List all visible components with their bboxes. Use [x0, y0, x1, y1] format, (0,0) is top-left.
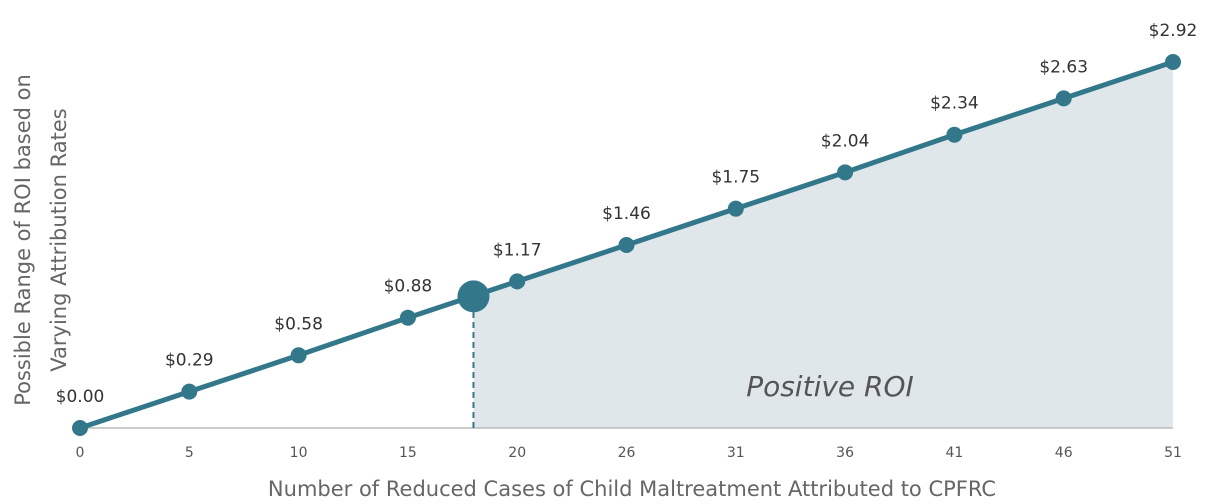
positive-area	[473, 62, 1174, 428]
data-label: $2.63	[1039, 57, 1088, 77]
y-axis-title-line: Possible Range of ROI based on	[11, 74, 35, 406]
point	[1165, 54, 1181, 71]
point	[1055, 90, 1072, 107]
point	[399, 309, 416, 326]
point	[509, 273, 526, 290]
data-label: $0.88	[384, 277, 433, 297]
x-tick-label: 36	[836, 445, 854, 461]
point	[290, 347, 307, 364]
data-label: $1.75	[711, 168, 760, 188]
x-tick-label: 15	[399, 445, 417, 461]
x-tick-label: 10	[290, 445, 308, 461]
data-label: $1.46	[602, 204, 651, 224]
data-label: $2.34	[930, 94, 979, 114]
point	[618, 237, 635, 254]
y-axis-title: Possible Range of ROI based on Varying A…	[11, 74, 71, 406]
x-tick-label: 51	[1164, 445, 1182, 461]
data-label: $0.58	[274, 314, 323, 334]
point	[727, 200, 744, 217]
x-tick-label: 0	[76, 445, 85, 461]
point	[72, 420, 88, 436]
annotation: Positive ROI	[746, 370, 914, 403]
x-tick-label: 31	[727, 445, 745, 461]
x-tick-label: 46	[1055, 445, 1073, 461]
data-label: $2.04	[821, 131, 870, 151]
break-even-point	[457, 280, 490, 313]
data-label: $1.17	[493, 240, 542, 260]
x-axis-title: Number of Reduced Cases of Child Maltrea…	[268, 477, 996, 501]
data-label: $0.29	[165, 351, 214, 371]
data-label: $0.00	[56, 387, 105, 407]
x-tick-label: 20	[508, 445, 526, 461]
point	[181, 383, 198, 400]
y-axis-title-line: Varying Attribution Rates	[47, 108, 71, 371]
data-label: $2.92	[1149, 21, 1198, 41]
x-tick-label: 26	[618, 445, 636, 461]
x-tick-label: 41	[945, 445, 963, 461]
x-tick-label: 5	[185, 445, 194, 461]
point	[837, 164, 854, 181]
point	[946, 126, 963, 143]
